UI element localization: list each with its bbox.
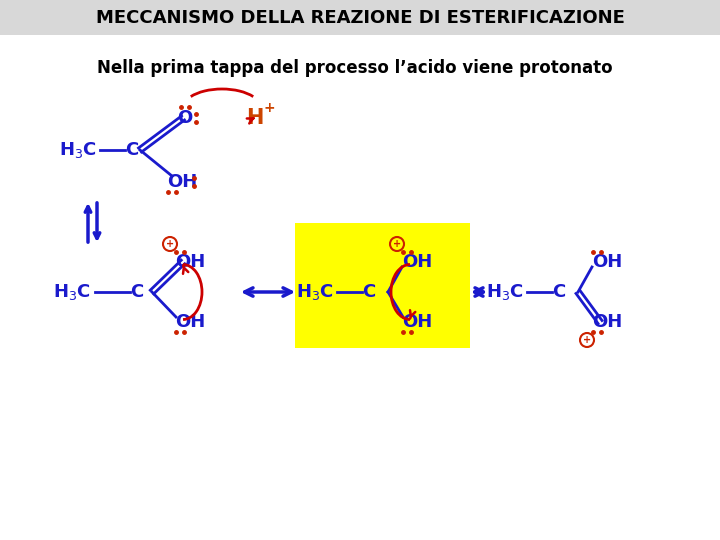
Text: H$_3$C: H$_3$C [296, 282, 334, 302]
Text: OH: OH [167, 173, 197, 191]
Text: OH: OH [175, 313, 205, 331]
Text: +: + [166, 239, 174, 249]
Text: OH: OH [402, 313, 432, 331]
Text: C: C [552, 283, 566, 301]
Text: OH: OH [402, 253, 432, 271]
Text: +: + [583, 335, 591, 345]
Bar [295, 223, 470, 348]
Bar [0, 0, 720, 35]
Text: C: C [125, 141, 139, 159]
Text: H: H [246, 108, 264, 128]
Text: OH: OH [175, 253, 205, 271]
Text: +: + [264, 101, 275, 115]
Text: OH: OH [592, 313, 622, 331]
Text: +: + [393, 239, 401, 249]
Text: H$_3$C: H$_3$C [59, 140, 97, 160]
Text: MECCANISMO DELLA REAZIONE DI ESTERIFICAZIONE: MECCANISMO DELLA REAZIONE DI ESTERIFICAZ… [96, 9, 624, 27]
Text: Nella prima tappa del processo l’acido viene protonato: Nella prima tappa del processo l’acido v… [97, 59, 613, 77]
Text: H$_3$C: H$_3$C [486, 282, 524, 302]
Text: OH: OH [592, 253, 622, 271]
Text: O: O [177, 109, 193, 127]
Text: C: C [130, 283, 143, 301]
Text: C: C [362, 283, 376, 301]
Text: H$_3$C: H$_3$C [53, 282, 91, 302]
